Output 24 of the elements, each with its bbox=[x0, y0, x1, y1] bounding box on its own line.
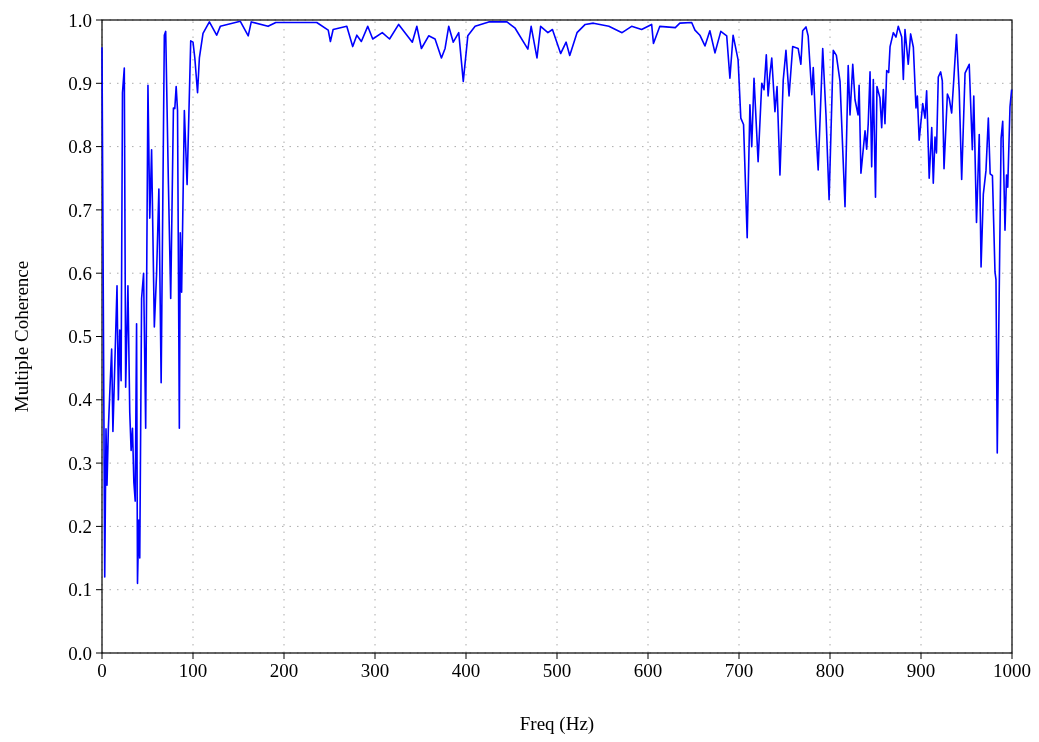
y-tick-label: 0.5 bbox=[68, 326, 92, 348]
y-tick-label: 0.3 bbox=[68, 452, 92, 474]
y-tick-label: 0.6 bbox=[68, 262, 92, 284]
y-tick-label: 1.0 bbox=[68, 9, 92, 31]
x-tick-label: 900 bbox=[906, 660, 936, 681]
y-axis-title: Multiple Coherence bbox=[11, 260, 32, 413]
y-tick-label: 0.7 bbox=[68, 199, 92, 221]
y-tick-label: 0.1 bbox=[68, 579, 92, 601]
x-tick-label: 800 bbox=[815, 660, 845, 681]
x-tick-label: 400 bbox=[451, 660, 481, 681]
x-tick-label: 100 bbox=[178, 660, 208, 681]
x-tick-label: 300 bbox=[360, 660, 390, 681]
y-tick-label: 0.4 bbox=[68, 389, 93, 411]
y-tick-label: 0.8 bbox=[68, 136, 92, 158]
x-tick-label: 1000 bbox=[993, 660, 1031, 681]
x-tick-label: 200 bbox=[269, 660, 299, 681]
x-tick-label: 700 bbox=[724, 660, 754, 681]
y-tick-label: 0.0 bbox=[68, 642, 92, 664]
y-tick-label: 0.9 bbox=[68, 72, 92, 94]
x-tick-label: 0 bbox=[97, 660, 107, 681]
y-tick-label: 0.2 bbox=[68, 516, 92, 538]
x-tick-label: 600 bbox=[633, 660, 663, 681]
x-tick-label: 500 bbox=[542, 660, 572, 681]
x-axis-title: Freq (Hz) bbox=[519, 713, 595, 735]
